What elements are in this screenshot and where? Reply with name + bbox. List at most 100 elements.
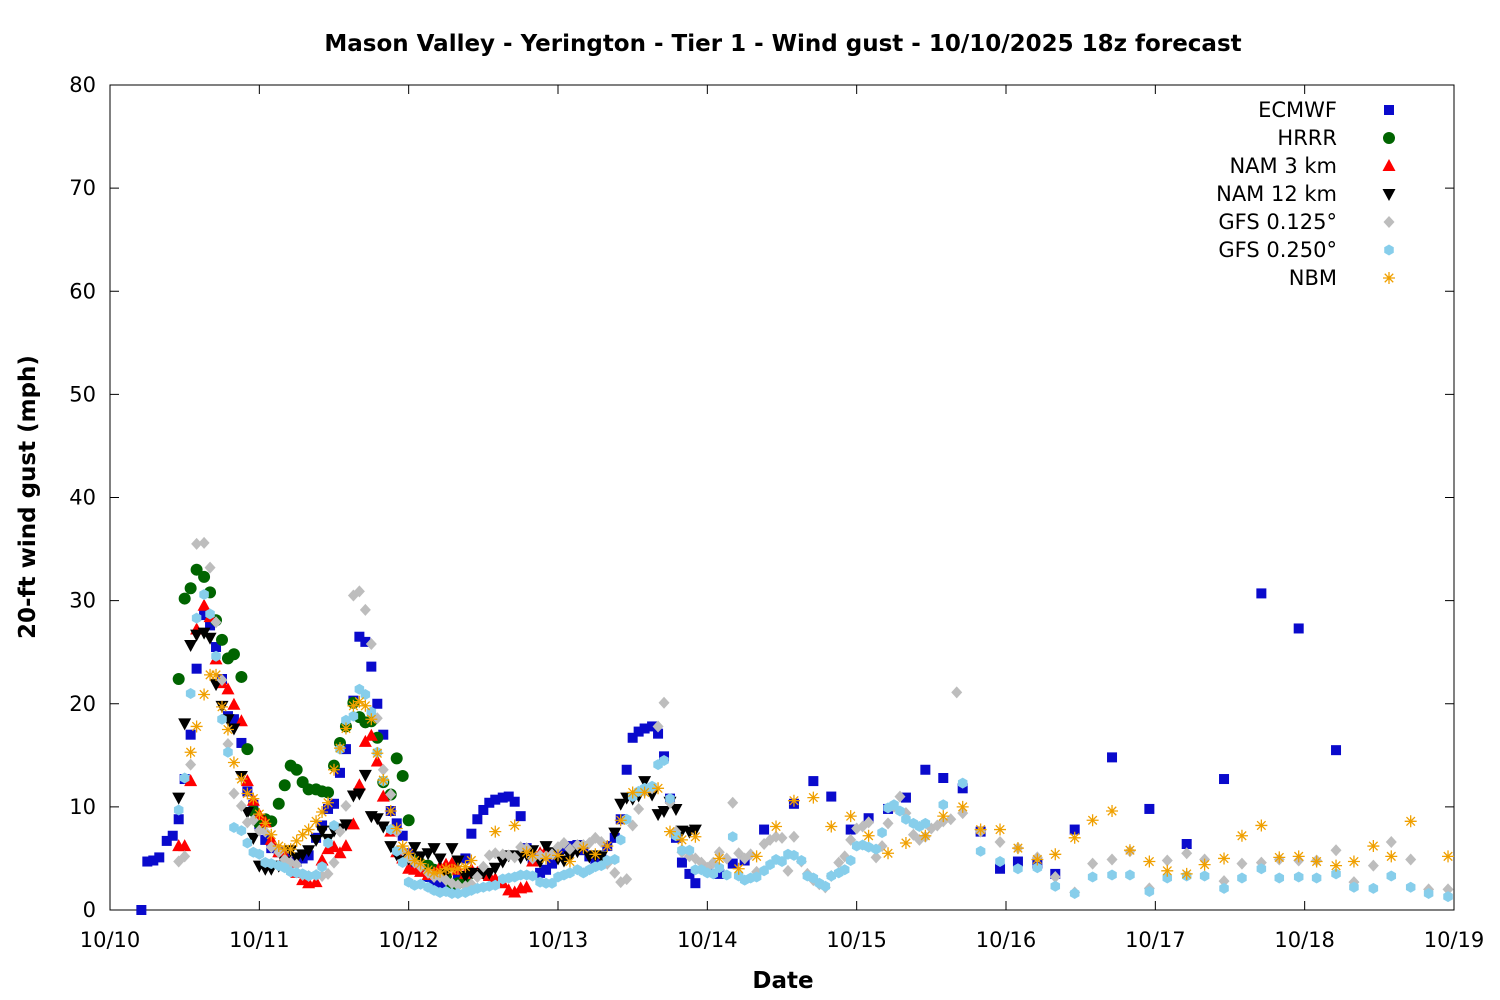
data-point — [1385, 850, 1398, 863]
data-point — [359, 699, 372, 712]
data-point — [652, 720, 664, 733]
data-point — [552, 849, 564, 862]
data-point — [302, 823, 315, 836]
data-point — [1330, 844, 1342, 857]
x-tick-label: 10/10 — [80, 928, 141, 952]
x-tick-label: 10/13 — [528, 928, 589, 952]
data-point — [451, 855, 465, 868]
data-point — [688, 824, 702, 837]
data-point — [235, 670, 248, 683]
data-point — [1162, 872, 1173, 884]
data-point — [901, 813, 911, 825]
data-point — [340, 744, 351, 755]
data-point — [191, 663, 202, 674]
data-point — [639, 723, 650, 734]
data-point — [333, 742, 346, 755]
data-point — [199, 588, 209, 600]
data-point — [241, 743, 254, 756]
data-point — [727, 831, 738, 843]
data-point — [759, 824, 770, 835]
data-point — [390, 752, 403, 765]
data-point — [290, 834, 303, 847]
data-point — [714, 868, 725, 879]
data-point — [714, 862, 725, 874]
data-point — [211, 650, 221, 662]
data-point — [236, 737, 247, 748]
data-point — [234, 714, 248, 727]
data-point — [328, 856, 340, 869]
data-point — [1011, 842, 1024, 855]
data-point — [788, 830, 800, 843]
y-tick-label: 0 — [83, 898, 96, 922]
data-point — [894, 790, 906, 803]
data-point — [265, 828, 278, 841]
data-point — [1068, 831, 1081, 844]
data-point — [900, 792, 911, 803]
data-point — [370, 813, 384, 826]
data-point — [190, 720, 203, 733]
data-point — [253, 808, 266, 821]
data-point — [845, 824, 856, 835]
data-point — [440, 862, 452, 875]
data-point — [184, 774, 198, 787]
chart-title: Mason Valley - Yerington - Tier 1 - Wind… — [324, 31, 1241, 57]
data-point — [341, 714, 351, 726]
data-point — [1199, 870, 1210, 882]
data-point — [577, 842, 590, 855]
data-point — [708, 868, 719, 880]
data-point — [198, 536, 210, 549]
data-point — [782, 864, 794, 877]
data-point — [1311, 872, 1322, 884]
data-point — [1347, 855, 1360, 868]
data-point — [1181, 847, 1193, 860]
data-point — [652, 782, 665, 795]
data-point — [489, 847, 501, 860]
data-point — [453, 888, 463, 899]
data-point — [278, 779, 291, 792]
data-point — [669, 803, 683, 816]
data-point — [216, 700, 228, 713]
data-point — [558, 836, 570, 849]
data-point — [397, 857, 408, 869]
data-point — [751, 871, 762, 883]
legend-label: NAM 3 km — [1229, 154, 1337, 178]
data-point — [787, 794, 800, 807]
data-point — [179, 850, 191, 863]
data-point — [676, 857, 687, 868]
data-point — [1236, 857, 1248, 870]
data-point — [520, 846, 533, 859]
data-point — [547, 877, 557, 889]
data-point — [296, 828, 309, 841]
data-point — [310, 815, 323, 828]
data-point — [370, 754, 384, 767]
data-point — [826, 870, 837, 882]
data-point — [311, 869, 321, 881]
data-point — [789, 849, 799, 861]
data-point — [371, 747, 384, 760]
data-point — [172, 673, 185, 685]
data-point — [745, 848, 757, 861]
data-point — [1292, 850, 1305, 863]
data-point — [240, 774, 254, 787]
data-point — [353, 695, 366, 708]
data-point — [1349, 881, 1359, 893]
data-point — [167, 830, 178, 841]
data-point — [227, 697, 241, 710]
data-point — [845, 855, 856, 866]
data-point — [148, 855, 159, 866]
data-point — [191, 612, 202, 624]
data-point — [317, 820, 328, 831]
data-point — [659, 754, 669, 766]
data-point — [808, 776, 819, 787]
data-point — [260, 834, 271, 845]
data-point — [647, 780, 657, 792]
data-point — [1274, 872, 1285, 884]
data-point — [1069, 888, 1080, 899]
data-point — [721, 869, 732, 881]
data-point — [1442, 850, 1455, 863]
legend-marker — [1382, 159, 1396, 171]
data-point — [402, 847, 415, 860]
data-point — [759, 865, 769, 877]
data-point — [1235, 829, 1248, 842]
legend-marker — [1383, 132, 1395, 144]
